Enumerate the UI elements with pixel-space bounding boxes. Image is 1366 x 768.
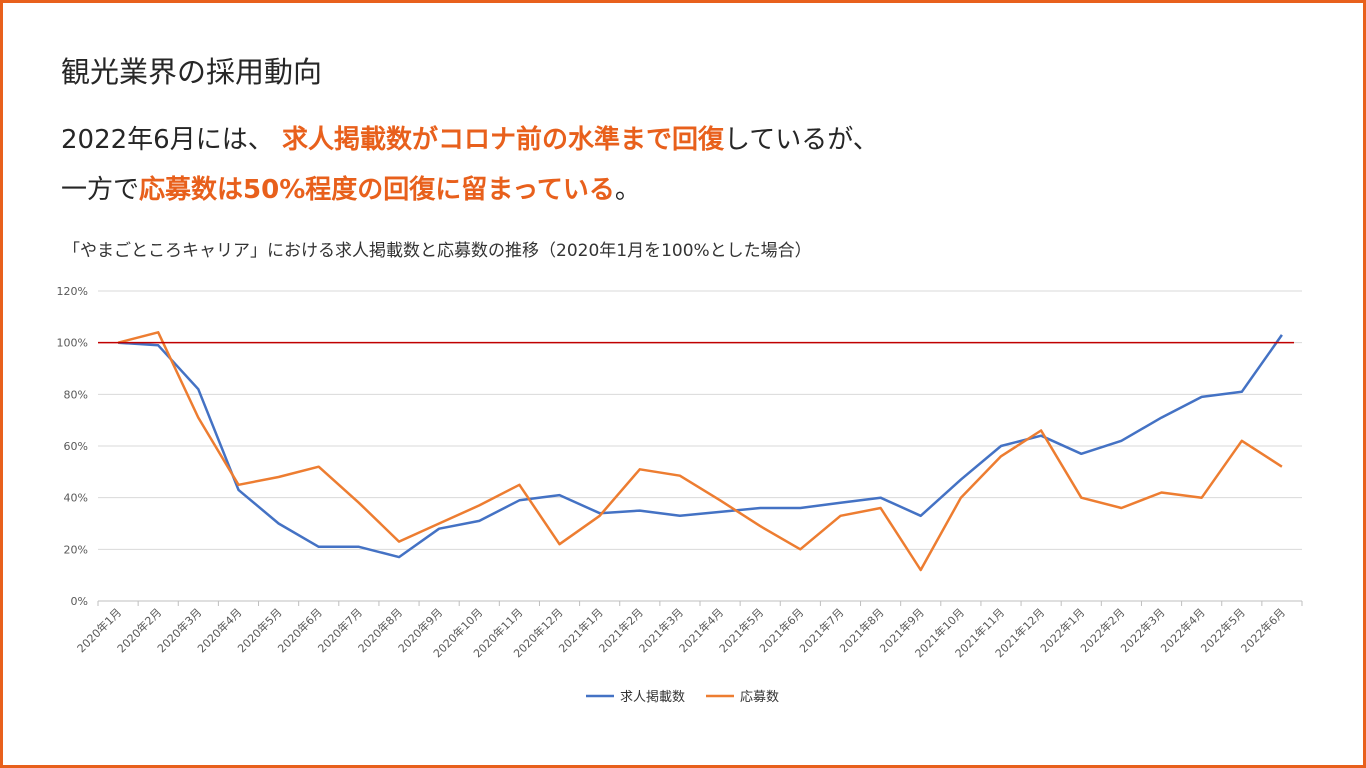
headline-2-highlight: 応募数は50%程度の回復に留まっている — [139, 175, 615, 205]
series-line-2 — [117, 331, 1283, 572]
headline-line-2: 一方で応募数は50%程度の回復に留まっている。 — [61, 169, 641, 206]
headline-2-post: 。 — [614, 175, 641, 205]
legend-label: 求人掲載数 — [620, 689, 685, 705]
y-tick-label: 100% — [57, 337, 88, 350]
headline-line-1: 2022年6月には、 求人掲載数がコロナ前の水準まで回復しているが、 — [61, 119, 879, 156]
headline-1-highlight: 求人掲載数がコロナ前の水準まで回復 — [281, 125, 724, 155]
headline-2-pre: 一方で — [61, 175, 140, 205]
y-tick-label: 20% — [64, 543, 88, 556]
y-tick-label: 80% — [64, 388, 88, 401]
legend-label: 応募数 — [740, 690, 779, 705]
y-tick-label: 40% — [64, 492, 88, 505]
y-tick-label: 120% — [57, 285, 88, 298]
chart-title: 「やまごところキャリア」における求人掲載数と応募数の推移（2020年1月を100… — [63, 241, 812, 261]
y-tick-label: 60% — [64, 440, 88, 453]
slide-title: 観光業界の採用動向 — [61, 55, 323, 89]
headline-1-pre: 2022年6月には、 — [61, 125, 282, 155]
y-tick-label: 0% — [71, 595, 88, 608]
headline-1-post: しているが、 — [724, 125, 879, 155]
series-line-1 — [118, 334, 1283, 559]
